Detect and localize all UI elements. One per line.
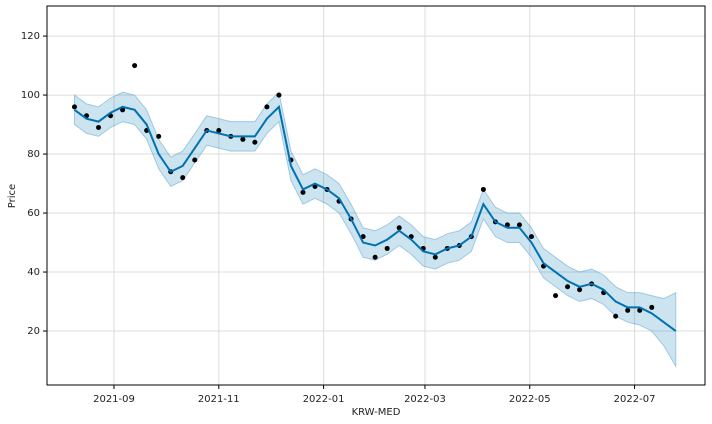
observed-point xyxy=(132,63,138,69)
x-axis-label: KRW-MED xyxy=(352,407,401,418)
observed-point xyxy=(577,287,583,293)
y-tick-label: 80 xyxy=(27,149,40,160)
plot-area xyxy=(46,5,706,386)
observed-point xyxy=(565,284,571,290)
x-tick-label: 2022-03 xyxy=(404,394,446,405)
x-tick-label: 2022-01 xyxy=(303,394,345,405)
forecast-line xyxy=(73,104,677,332)
observed-point xyxy=(156,133,162,139)
observed-point xyxy=(216,127,222,133)
observed-point xyxy=(192,157,198,163)
y-tick-label: 120 xyxy=(21,31,40,42)
observed-point xyxy=(180,175,186,181)
y-tick-label: 20 xyxy=(27,326,40,337)
observed-point xyxy=(300,189,306,195)
y-axis-label: Price xyxy=(7,184,18,208)
observed-point xyxy=(553,293,559,299)
observed-point xyxy=(276,92,282,98)
uncertainty-band xyxy=(73,91,677,369)
observed-point xyxy=(372,254,378,260)
y-tick-label: 40 xyxy=(27,267,40,278)
observed-point xyxy=(396,225,402,231)
observed-point xyxy=(240,136,246,142)
observed-point xyxy=(516,222,522,228)
observed-point xyxy=(71,104,77,110)
observed-point xyxy=(96,125,102,131)
x-tick-label: 2022-05 xyxy=(509,394,551,405)
observed-point xyxy=(625,307,631,313)
observed-point xyxy=(384,245,390,251)
observed-point xyxy=(528,234,534,240)
y-tick-label: 100 xyxy=(21,90,40,101)
observed-point xyxy=(252,139,258,145)
x-tick-label: 2021-09 xyxy=(93,394,135,405)
y-tick-label: 60 xyxy=(27,208,40,219)
observed-point xyxy=(480,186,486,192)
x-tick-label: 2021-11 xyxy=(198,394,240,405)
observed-point xyxy=(264,104,270,110)
observed-point xyxy=(432,254,438,260)
x-tick-label: 2022-07 xyxy=(614,394,656,405)
observed-point xyxy=(613,313,619,319)
observed-point xyxy=(649,304,655,310)
